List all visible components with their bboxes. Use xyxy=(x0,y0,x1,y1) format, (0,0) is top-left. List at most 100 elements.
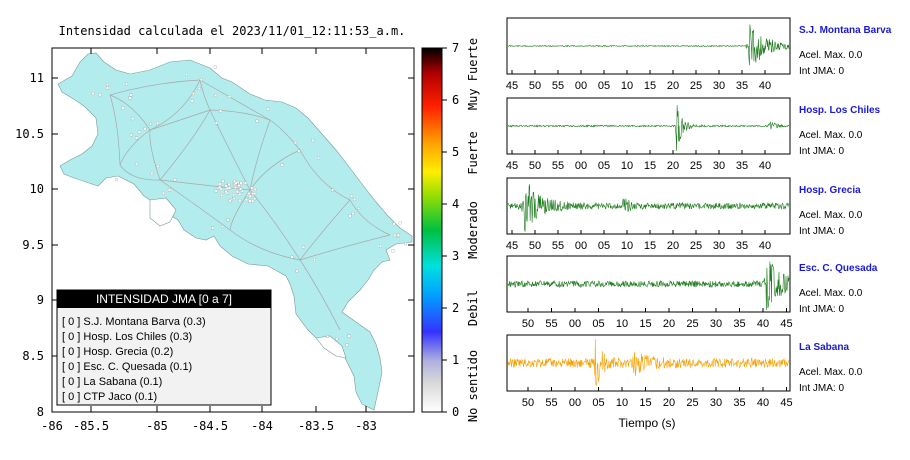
waveform-tick-label: 15 xyxy=(639,397,651,409)
colorbar-tick-label: 0 xyxy=(452,405,459,419)
waveform-tick-label: 40 xyxy=(759,240,771,252)
map-y-tick-label: 11 xyxy=(30,71,44,85)
waveform-panels: 45 50 55 00 05 10 15 20 25 30 35 40 S.J. Montana Bar… xyxy=(506,17,892,409)
road xyxy=(299,259,341,331)
city-marker xyxy=(197,87,201,90)
city-marker xyxy=(331,188,334,192)
road xyxy=(249,149,301,191)
city-marker xyxy=(237,184,241,187)
waveform-tick-label: 50 xyxy=(529,80,541,92)
waveform-tick-label: 50 xyxy=(522,397,534,409)
city-marker xyxy=(396,233,400,237)
city-marker xyxy=(137,130,141,134)
city-marker xyxy=(404,242,408,246)
map-y-tick-label: 8 xyxy=(37,405,44,419)
road xyxy=(269,119,301,151)
waveform-tick-label: 20 xyxy=(663,397,675,409)
int-jma: Int JMA: 0 xyxy=(799,383,844,394)
road xyxy=(159,179,231,231)
map-y-axis: 11 10.5 10 9.5 9 8.5 8 xyxy=(15,71,414,419)
city-marker xyxy=(345,343,349,347)
city-marker xyxy=(167,188,171,192)
waveform-xlabel: Tiempo (s) xyxy=(619,416,676,430)
city-marker xyxy=(350,194,354,198)
waveform-tick-label: 35 xyxy=(736,80,748,92)
waveform-tick-label: 00 xyxy=(575,80,587,92)
colorbar-class-label: Moderado xyxy=(466,201,480,259)
city-marker xyxy=(241,189,244,193)
road xyxy=(349,199,391,236)
city-marker xyxy=(379,244,382,248)
road xyxy=(149,79,201,131)
waveform-tick-label: 35 xyxy=(736,160,748,172)
station-name: La Sabana xyxy=(799,342,849,353)
legend-item: [ 0 ] La Sabana (0.1) xyxy=(62,376,162,388)
colorbar-class-label: Muy Fuerte xyxy=(466,38,480,110)
city-marker xyxy=(232,193,235,197)
waveform-tick-label: 30 xyxy=(713,160,725,172)
city-marker xyxy=(128,96,132,100)
waveform-tick-label: 25 xyxy=(690,240,702,252)
city-marker xyxy=(125,82,128,86)
city-marker xyxy=(219,187,223,191)
waveform-tick-label: 55 xyxy=(552,160,564,172)
road xyxy=(109,94,151,131)
acel-max: Acel. Max. 0.0 xyxy=(799,130,863,141)
waveform-tick-label: 00 xyxy=(575,240,587,252)
waveform-tick-label: 40 xyxy=(757,397,769,409)
colorbar-tick-label: 7 xyxy=(452,41,459,55)
city-marker xyxy=(251,199,255,203)
road xyxy=(299,149,351,201)
colorbar-class-label: Fuerte xyxy=(466,131,480,174)
waveform-trace xyxy=(507,105,790,152)
waveform-tick-label: 55 xyxy=(545,318,557,330)
waveform-trace xyxy=(507,261,790,311)
city-marker xyxy=(295,269,299,273)
map-y-tick-label: 10 xyxy=(30,182,44,196)
city-marker xyxy=(290,255,294,259)
legend-item: [ 0 ] S.J. Montana Barva (0.3) xyxy=(62,316,206,328)
legend-item: [ 0 ] Hosp. Los Chiles (0.3) xyxy=(62,331,192,343)
city-marker xyxy=(357,206,361,210)
city-marker xyxy=(239,181,243,185)
waveform-tick-label: 15 xyxy=(644,160,656,172)
city-marker xyxy=(398,221,402,225)
acel-max: Acel. Max. 0.0 xyxy=(799,50,863,61)
map-x-tick-label: -84.5 xyxy=(192,419,228,433)
waveform-tick-label: 20 xyxy=(667,240,679,252)
map-x-tick-label: -86 xyxy=(41,419,63,433)
int-jma: Int JMA: 0 xyxy=(799,226,844,237)
waveform-tick-label: 25 xyxy=(686,318,698,330)
colorbar-tick-label: 4 xyxy=(452,197,459,211)
city-marker xyxy=(313,258,316,261)
waveform-trace xyxy=(507,24,790,66)
city-marker xyxy=(326,335,329,338)
acel-max: Acel. Max. 0.0 xyxy=(799,210,863,221)
waveform-tick-label: 15 xyxy=(639,318,651,330)
legend-title: INTENSIDAD JMA [0 a 7] xyxy=(96,292,232,306)
road xyxy=(299,199,351,261)
city-marker xyxy=(156,121,159,125)
waveform-tick-label: 15 xyxy=(644,240,656,252)
city-marker xyxy=(351,212,355,215)
city-marker xyxy=(227,183,231,186)
road xyxy=(109,79,201,96)
int-jma: Int JMA: 0 xyxy=(799,66,844,77)
waveform-tick-label: 30 xyxy=(710,397,722,409)
acel-max: Acel. Max. 0.0 xyxy=(799,367,863,378)
waveform-tick-label: 50 xyxy=(529,160,541,172)
waveform-tick-label: 30 xyxy=(710,318,722,330)
waveform-tick-label: 00 xyxy=(575,160,587,172)
city-marker xyxy=(302,245,305,249)
colorbar-class-label: Debil xyxy=(466,290,480,326)
int-jma: Int JMA: 0 xyxy=(799,146,844,157)
city-marker xyxy=(224,190,228,194)
road xyxy=(199,79,211,111)
map-x-tick-label: -85.5 xyxy=(73,419,109,433)
map-x-tick-label: -83.5 xyxy=(298,419,334,433)
city-marker xyxy=(220,194,223,197)
city-marker xyxy=(347,334,351,338)
city-marker xyxy=(211,226,215,230)
road xyxy=(119,164,161,181)
